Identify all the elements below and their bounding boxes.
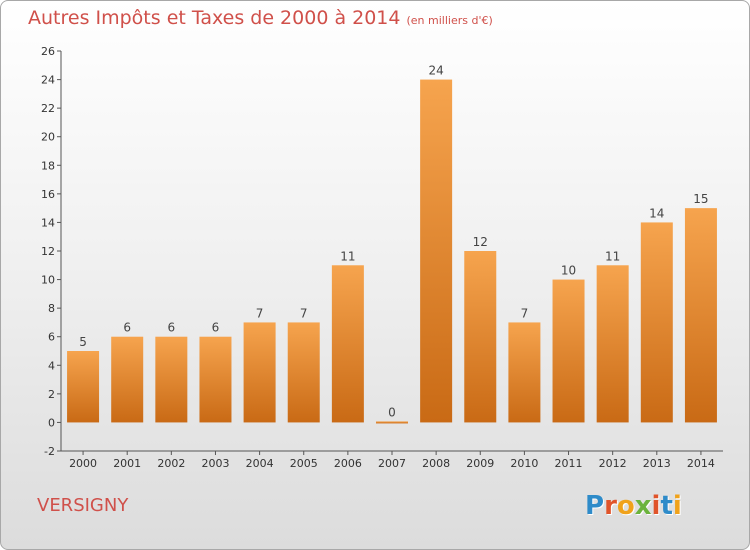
y-tick-label: 16	[41, 188, 55, 201]
bar	[331, 265, 364, 423]
data-label: 7	[300, 306, 308, 320]
y-tick-label: 22	[41, 102, 55, 115]
y-tick-label: 6	[48, 331, 55, 344]
logo-letter: x	[634, 491, 652, 521]
bar	[464, 251, 497, 423]
bar	[376, 421, 408, 424]
bar	[684, 208, 717, 423]
commune-name: VERSIGNY	[37, 495, 129, 516]
y-tick-label: 18	[41, 159, 55, 172]
chart-subtitle: (en milliers d'€)	[406, 14, 493, 27]
data-label: 24	[428, 64, 443, 78]
data-label: 6	[212, 321, 220, 335]
bar	[640, 222, 673, 423]
data-label: 6	[168, 321, 176, 335]
bar	[508, 322, 541, 423]
title-row: Autres Impôts et Taxes de 2000 à 2014 (en…	[28, 7, 493, 29]
x-tick-label: 2010	[510, 457, 538, 470]
y-tick-label: 10	[41, 274, 55, 287]
bar	[199, 336, 232, 423]
x-tick-label: 2001	[113, 457, 141, 470]
y-tick-label: 8	[48, 302, 55, 315]
bar	[287, 322, 320, 423]
logo-letter: o	[616, 491, 635, 521]
x-tick-label: 2013	[643, 457, 671, 470]
x-tick-label: 2007	[378, 457, 406, 470]
x-tick-label: 2009	[466, 457, 494, 470]
bar	[596, 265, 629, 423]
y-tick-label: 26	[41, 45, 55, 58]
proxiti-logo: Proxiti	[585, 491, 682, 521]
data-label: 12	[473, 235, 488, 249]
x-tick-label: 2005	[290, 457, 318, 470]
bar	[155, 336, 188, 423]
data-label: 14	[649, 206, 664, 220]
data-labels: 5 6 6 6 7 7 11 0 24 12 7 10 11 14 15	[79, 64, 708, 420]
bar	[420, 79, 453, 423]
x-tick-label: 2012	[599, 457, 627, 470]
data-label: 10	[561, 264, 576, 278]
x-tick-label: 2008	[422, 457, 450, 470]
bar	[552, 279, 585, 423]
data-label: 6	[123, 321, 131, 335]
data-label: 7	[521, 306, 529, 320]
y-tick-label: 12	[41, 245, 55, 258]
data-label: 11	[605, 249, 620, 263]
y-tick-label: 2	[48, 388, 55, 401]
x-tick-label: 2003	[201, 457, 229, 470]
x-tick-label: 2002	[157, 457, 185, 470]
y-tick-label: 0	[48, 416, 55, 429]
y-tick-label: 4	[48, 359, 55, 372]
data-label: 7	[256, 306, 264, 320]
chart-title: Autres Impôts et Taxes de 2000 à 2014	[28, 7, 401, 29]
logo-letter: i	[672, 491, 682, 521]
data-label: 5	[79, 335, 87, 349]
y-tick-label: 14	[41, 216, 55, 229]
bar	[243, 322, 276, 423]
bars	[67, 79, 717, 424]
x-tick-label: 2011	[555, 457, 583, 470]
data-label: 0	[388, 405, 396, 419]
y-tick-label: 20	[41, 131, 55, 144]
logo-letter: t	[660, 491, 673, 521]
logo-letter: P	[585, 491, 605, 521]
x-tick-label: 2004	[246, 457, 274, 470]
bar	[111, 336, 144, 423]
data-label: 11	[340, 249, 355, 263]
logo-letter: i	[651, 491, 661, 521]
y-tick-label: -2	[44, 445, 55, 458]
y-tick-label: 24	[41, 74, 55, 87]
x-tick-label: 2000	[69, 457, 97, 470]
logo-letter: r	[604, 491, 617, 521]
x-tick-label: 2006	[334, 457, 362, 470]
x-tick-label: 2014	[687, 457, 715, 470]
bar	[67, 351, 100, 423]
data-label: 15	[693, 192, 708, 206]
